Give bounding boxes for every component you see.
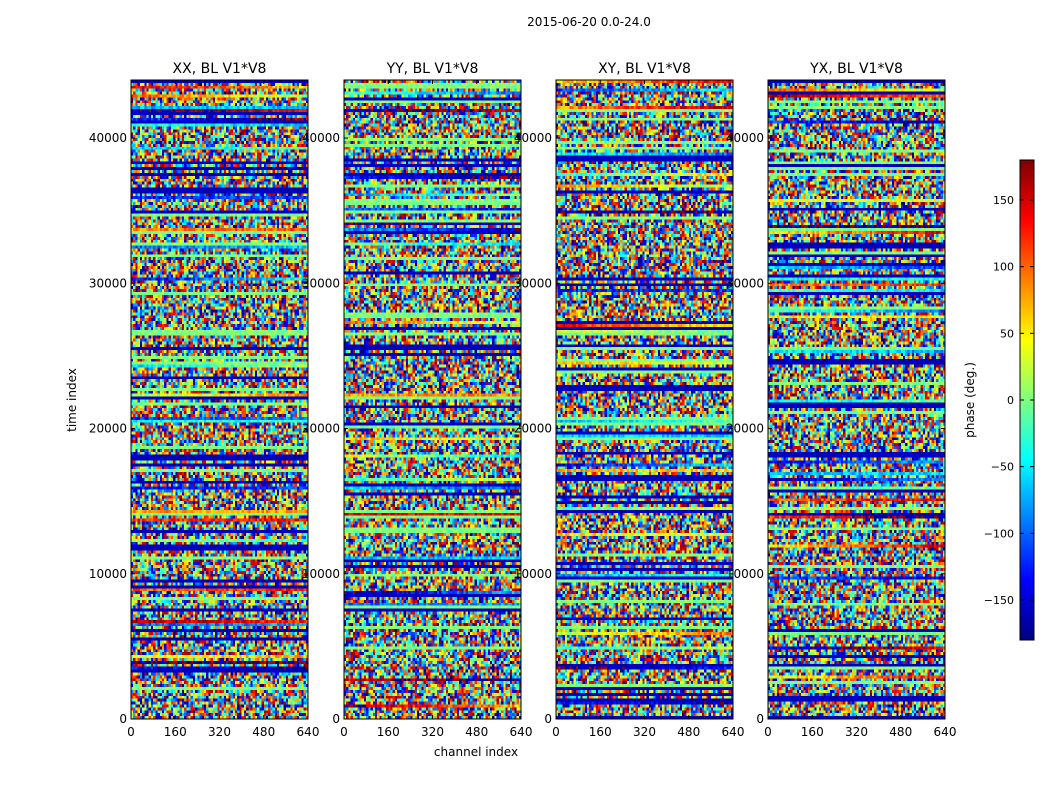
x-tick-label: 640: [934, 725, 957, 739]
figure-title: 2015-06-20 0.0-24.0: [527, 15, 651, 29]
colorbar-ticks: −150 −100 −50 0 50 100 150: [984, 194, 1034, 607]
y-tick-label: 0: [332, 712, 340, 726]
x-tick-label: 640: [297, 725, 320, 739]
panel-title: YY, BL V1*V8: [386, 61, 479, 77]
heatmap-panel: YX, BL V1*V8 0 160 320 480 640 0 10000 20000 3000…: [726, 61, 957, 739]
x-tick-label: 640: [510, 725, 533, 739]
heatmap-panel: YY, BL V1*V8 0 160 320 480 640 0 10000 20000 3000…: [302, 61, 533, 739]
heatmap-image: [556, 80, 733, 719]
x-tick-label: 480: [889, 725, 912, 739]
y-tick-label: 30000: [726, 276, 764, 290]
y-tick-label: 0: [756, 712, 764, 726]
y-axis-label: time index: [65, 368, 79, 432]
y-tick-label: 20000: [514, 422, 552, 436]
heatmap-image: [768, 80, 945, 719]
y-tick-label: 20000: [89, 422, 127, 436]
panel-title: YX, BL V1*V8: [809, 61, 903, 77]
heatmap-panels: XX, BL V1*V8 0 160 320 480 640 0 10000 20000 3000…: [89, 61, 957, 739]
colorbar-tick-label: −50: [991, 461, 1014, 474]
colorbar-tick-label: −100: [984, 527, 1014, 540]
y-tick-label: 20000: [726, 422, 764, 436]
x-tick-label: 0: [340, 725, 348, 739]
heatmap-panel: XX, BL V1*V8 0 160 320 480 640 0 10000 20000 3000…: [89, 61, 320, 739]
y-tick-label: 40000: [726, 131, 764, 145]
x-tick-label: 320: [421, 725, 444, 739]
x-tick-label: 320: [845, 725, 868, 739]
y-tick-label: 0: [544, 712, 552, 726]
x-axis-label: channel index: [434, 745, 518, 759]
panel-title: XY, BL V1*V8: [598, 61, 691, 77]
y-tick-label: 30000: [302, 276, 340, 290]
colorbar-tick-label: 100: [993, 261, 1014, 274]
colorbar: −150 −100 −50 0 50 100 150 phase (deg.): [963, 159, 1035, 641]
colorbar-tick-label: −150: [984, 594, 1014, 607]
colorbar-tick-label: 0: [1007, 394, 1014, 407]
colorbar-tick-label: 150: [993, 194, 1014, 207]
heatmap-image: [131, 80, 308, 719]
y-tick-label: 40000: [514, 131, 552, 145]
x-tick-label: 160: [377, 725, 400, 739]
x-tick-label: 0: [764, 725, 772, 739]
x-tick-label: 320: [208, 725, 231, 739]
x-tick-label: 0: [552, 725, 560, 739]
x-tick-label: 160: [589, 725, 612, 739]
y-tick-label: 30000: [89, 276, 127, 290]
y-tick-label: 0: [119, 712, 127, 726]
heatmap-image: [344, 80, 521, 719]
y-tick-label: 40000: [302, 131, 340, 145]
colorbar-tick-label: 50: [1000, 327, 1014, 340]
y-tick-label: 30000: [514, 276, 552, 290]
x-tick-label: 480: [465, 725, 488, 739]
y-tick-label: 10000: [514, 567, 552, 581]
panel-title: XX, BL V1*V8: [173, 61, 267, 77]
x-tick-label: 160: [801, 725, 824, 739]
y-tick-label: 10000: [89, 567, 127, 581]
y-tick-label: 10000: [726, 567, 764, 581]
x-tick-label: 160: [164, 725, 187, 739]
x-tick-label: 0: [127, 725, 135, 739]
x-tick-label: 480: [677, 725, 700, 739]
colorbar-label: phase (deg.): [963, 362, 977, 438]
y-tick-label: 10000: [302, 567, 340, 581]
y-tick-label: 20000: [302, 422, 340, 436]
x-tick-label: 320: [633, 725, 656, 739]
heatmap-panel: XY, BL V1*V8 0 160 320 480 640 0 10000 20000 3000…: [514, 61, 745, 739]
x-tick-label: 480: [252, 725, 275, 739]
y-tick-label: 40000: [89, 131, 127, 145]
x-tick-label: 640: [722, 725, 745, 739]
